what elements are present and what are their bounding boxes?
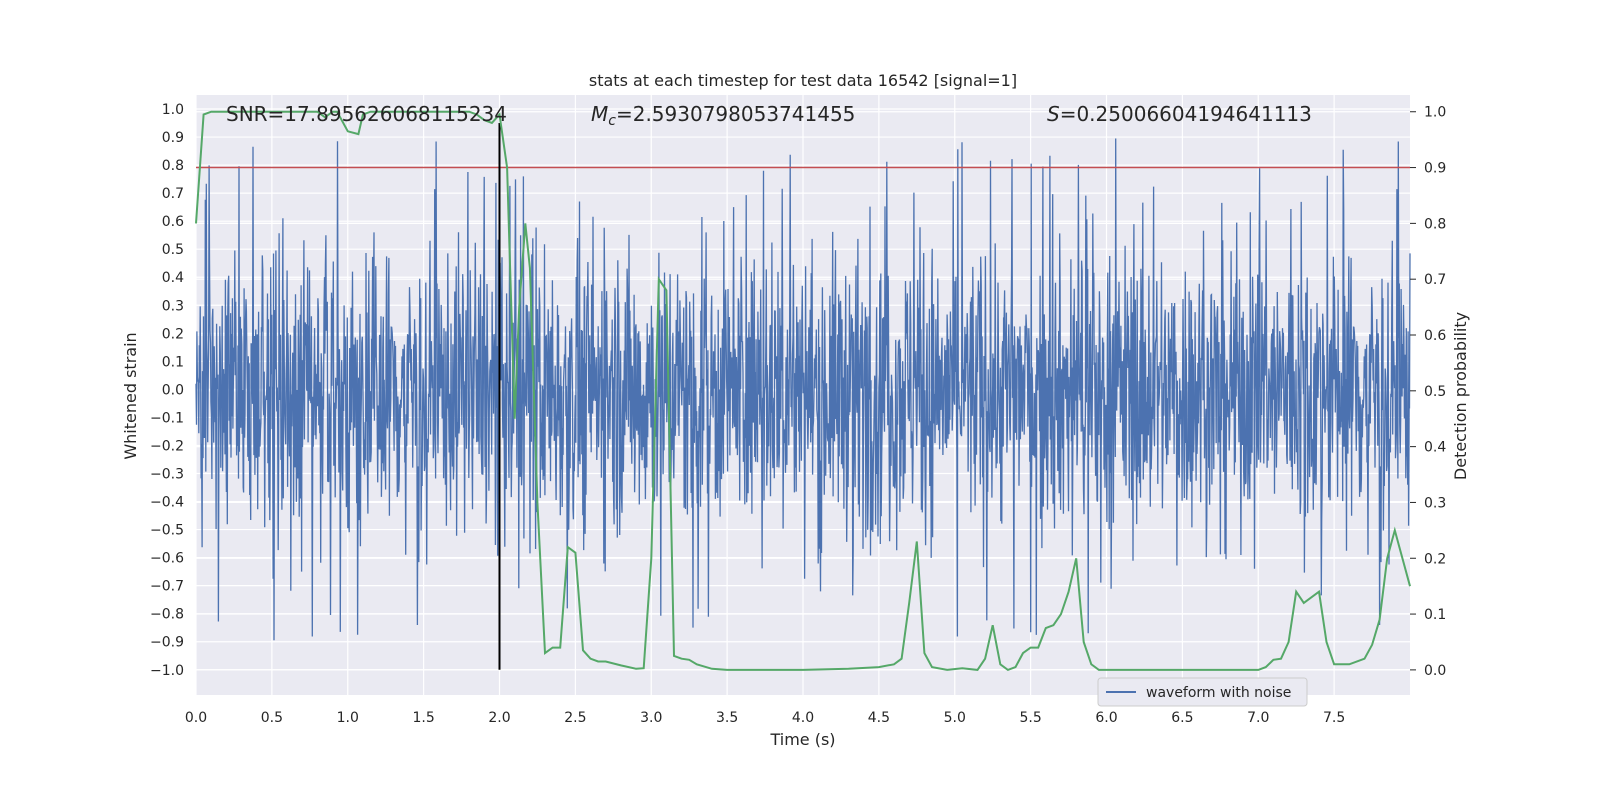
y-axis-right-ticks: 1.0 0.9 0.8 0.7 0.6 0.5 0.4 0.3 0.2 0.1 0.0 (1410, 105, 1446, 679)
y-axis-right-label: Detection probability (1451, 312, 1470, 480)
chirp-mass-value: =2.5930798053741455 (616, 102, 855, 126)
legend-box (1097, 677, 1308, 707)
y-right-tick-label: 0.3 (1424, 495, 1446, 511)
x-tick-label: 3.5 (716, 710, 738, 726)
y-right-tick-label: 1.0 (1424, 105, 1446, 121)
s-symbol: S (1047, 102, 1060, 126)
x-tick-label: 6.5 (1171, 710, 1193, 726)
y-left-tick-label: −0.8 (150, 607, 184, 623)
x-tick-label: 0.5 (261, 710, 283, 726)
x-tick-label: 2.0 (488, 710, 510, 726)
x-axis-ticks: 0.0 0.5 1.0 1.5 2.0 2.5 3.0 3.5 4.0 4.5 5.0 5.5 6.0 6… (185, 710, 1345, 726)
x-tick-label: 6.0 (1095, 710, 1117, 726)
x-tick-label: 2.5 (564, 710, 586, 726)
y-left-tick-label: 0.9 (162, 130, 184, 146)
y-left-tick-label: 0.7 (162, 186, 184, 202)
y-left-tick-label: 0.4 (162, 270, 184, 286)
y-left-tick-label: 0.1 (162, 354, 184, 370)
chart-title: stats at each timestep for test data 165… (589, 71, 1017, 90)
snr-annotation: SNR=17.895626068115234 (226, 102, 507, 126)
y-left-tick-label: 0.5 (162, 242, 184, 258)
x-tick-label: 1.5 (412, 710, 434, 726)
y-left-tick-label: −0.3 (150, 467, 184, 483)
detection-probability-line (195, 110, 1411, 672)
y-right-tick-label: 0.1 (1424, 607, 1446, 623)
x-tick-label: 5.5 (1019, 710, 1041, 726)
x-tick-label: 4.0 (792, 710, 814, 726)
y-right-tick-label: 0.0 (1424, 663, 1446, 679)
x-axis-label: Time (s) (769, 730, 835, 749)
y-left-tick-label: −0.5 (150, 523, 184, 539)
y-left-tick-label: −0.6 (150, 551, 184, 567)
waveform-series (195, 138, 1411, 641)
y-left-tick-label: −1.0 (150, 663, 184, 679)
y-left-tick-label: −0.2 (150, 438, 184, 454)
y-right-tick-label: 0.2 (1424, 551, 1446, 567)
y-left-tick-label: 0.6 (162, 214, 184, 230)
x-tick-label: 7.5 (1323, 710, 1345, 726)
y-left-tick-label: −0.1 (150, 410, 184, 426)
legend: waveform with noise (1097, 677, 1308, 707)
chirp-mass-subscript: c (608, 113, 616, 129)
y-right-tick-label: 0.5 (1424, 384, 1446, 400)
x-tick-label: 5.0 (944, 710, 966, 726)
y-axis-left-label: Whitened strain (121, 332, 140, 459)
y-right-tick-label: 0.4 (1424, 440, 1446, 456)
y-left-tick-label: −0.4 (150, 495, 184, 511)
y-left-tick-label: −0.9 (150, 635, 184, 651)
x-tick-label: 0.0 (185, 710, 207, 726)
y-left-tick-label: −0.7 (150, 579, 184, 595)
y-right-tick-label: 0.6 (1424, 328, 1446, 344)
x-tick-label: 1.0 (337, 710, 359, 726)
y-left-tick-label: 0.2 (162, 326, 184, 342)
waveform-line (195, 138, 1411, 641)
snr-statistic-annotation: S=0.25006604194641113 (1047, 102, 1312, 126)
y-right-tick-label: 0.9 (1424, 161, 1446, 177)
legend-label-waveform: waveform with noise (1146, 685, 1291, 701)
chirp-mass-annotation: Mc=2.5930798053741455 (591, 102, 855, 129)
y-left-tick-label: 0.8 (162, 158, 184, 174)
x-tick-label: 4.5 (868, 710, 890, 726)
s-value: =0.25006604194641113 (1060, 102, 1312, 126)
y-left-tick-label: 1.0 (162, 102, 184, 118)
y-right-tick-label: 0.8 (1424, 216, 1446, 232)
y-right-tick-label: 0.7 (1424, 272, 1446, 288)
chirp-mass-symbol: M (591, 102, 608, 126)
y-left-tick-label: 0.0 (162, 382, 184, 398)
x-tick-label: 7.0 (1247, 710, 1269, 726)
y-axis-left-ticks: 1.0 0.9 0.8 0.7 0.6 0.5 0.4 0.3 0.2 0.1 0.0 −0.1 −0.… (150, 102, 184, 679)
x-tick-label: 3.0 (640, 710, 662, 726)
y-left-tick-label: 0.3 (162, 298, 184, 314)
